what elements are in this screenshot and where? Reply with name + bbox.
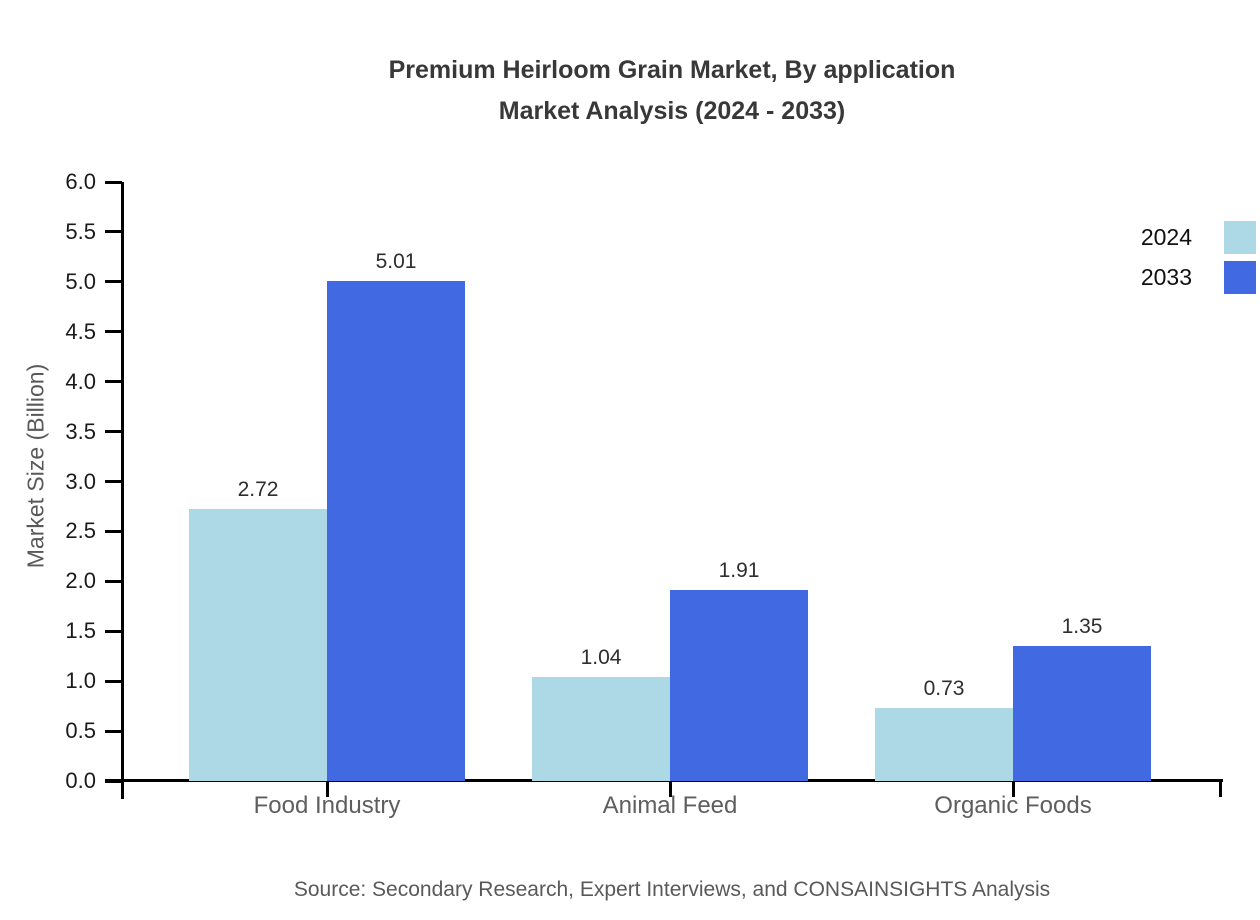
bar-value-label-2024-food-industry: 2.72 [237, 478, 279, 502]
y-tick-1.5 [105, 629, 122, 633]
source-attribution: Source: Secondary Research, Expert Inter… [293, 878, 1051, 901]
chart-title: Premium Heirloom Grain Market, By applic… [84, 50, 1260, 132]
y-tick-3.0 [105, 480, 122, 483]
legend-label-2024: 2024 [1140, 224, 1192, 250]
y-tick-label-5.0: 5.0 [65, 268, 96, 294]
category-label-food-industry: Food Industry [253, 792, 401, 819]
y-axis-line [121, 182, 124, 799]
x-axis-end-tick [1219, 781, 1222, 797]
y-tick-label-4.0: 4.0 [65, 368, 96, 394]
y-tick-3.5 [105, 430, 122, 434]
bar-value-label-2033-food-industry: 5.01 [375, 249, 417, 273]
bar-2033-food-industry [327, 280, 465, 781]
legend-swatch-2024 [1224, 221, 1256, 254]
y-tick-5.0 [105, 280, 122, 284]
y-tick-label-4.5: 4.5 [65, 318, 96, 344]
y-tick-5.5 [105, 230, 122, 234]
legend-row-2024: 2024 [1092, 221, 1260, 254]
x-tick-food-industry [325, 781, 329, 797]
y-tick-2.0 [105, 579, 122, 583]
x-tick-organic-foods [1011, 781, 1015, 797]
chart-title-line1: Premium Heirloom Grain Market, By applic… [388, 56, 956, 84]
plot-area: 0.0 0.5 1.0 1.5 2.0 2.5 3.0 3.5 4.0 4.5 5.0 5.5 6.0 F… [65, 169, 1223, 819]
y-tick-label-1.0: 1.0 [65, 668, 96, 694]
y-tick-label-0.5: 0.5 [65, 718, 96, 744]
y-tick-label-3.0: 3.0 [65, 468, 96, 494]
bar-value-label-2033-animal-feed: 1.91 [718, 559, 760, 583]
y-tick-2.5 [105, 529, 122, 533]
x-tick-animal-feed [668, 781, 672, 797]
y-tick-0.5 [105, 729, 122, 733]
legend-row-2033: 2033 [1092, 261, 1260, 294]
y-tick-4.5 [105, 330, 122, 334]
y-tick-label-3.5: 3.5 [65, 418, 96, 444]
y-tick-label-1.5: 1.5 [65, 618, 96, 644]
bar-value-label-2024-organic-foods: 0.73 [923, 677, 965, 701]
y-tick-4.0 [105, 380, 122, 384]
bar-2024-organic-foods [875, 708, 1013, 781]
category-label-animal-feed: Animal Feed [602, 792, 738, 819]
y-tick-0.0 [105, 779, 122, 783]
legend-swatch-2033 [1224, 261, 1256, 294]
y-tick-label-2.5: 2.5 [65, 518, 96, 544]
bar-2024-food-industry [189, 509, 327, 781]
y-tick-label-6.0: 6.0 [65, 169, 96, 194]
bar-value-label-2033-organic-foods: 1.35 [1061, 615, 1103, 639]
y-tick-label-5.5: 5.5 [65, 218, 96, 244]
y-tick-1.0 [105, 679, 122, 683]
bar-value-label-2024-animal-feed: 1.04 [580, 646, 622, 670]
bar-2033-organic-foods [1013, 646, 1151, 781]
bar-2033-animal-feed [670, 590, 808, 781]
y-tick-label-0.0: 0.0 [65, 768, 96, 793]
y-tick-6.0 [105, 180, 122, 184]
category-label-organic-foods: Organic Foods [934, 792, 1092, 819]
bar-2024-animal-feed [532, 677, 670, 781]
chart-title-line2: Market Analysis (2024 - 2033) [498, 97, 846, 125]
y-tick-label-2.0: 2.0 [65, 568, 96, 594]
legend-label-2033: 2033 [1140, 264, 1192, 290]
